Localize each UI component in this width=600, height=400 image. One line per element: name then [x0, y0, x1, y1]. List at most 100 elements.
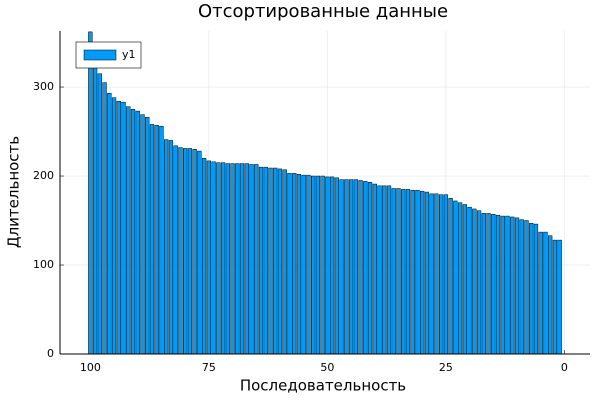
- bar: [92, 62, 98, 354]
- bar: [111, 97, 117, 354]
- bar: [159, 125, 164, 354]
- bar: [358, 180, 363, 354]
- bar: [476, 210, 482, 354]
- bar: [126, 106, 131, 354]
- bar: [116, 101, 121, 354]
- bar: [135, 110, 140, 354]
- y-tick-label: 200: [33, 169, 54, 182]
- bar: [472, 208, 477, 354]
- bar: [107, 93, 112, 354]
- bar: [410, 190, 415, 354]
- bar: [154, 125, 159, 354]
- bar: [164, 139, 169, 354]
- bar: [462, 204, 467, 354]
- y-tick-label: 0: [47, 347, 54, 360]
- bar: [415, 190, 420, 354]
- bar: [339, 179, 344, 354]
- chart-title: Отсортированные данные: [198, 1, 448, 22]
- bar: [443, 194, 449, 354]
- bar: [405, 189, 411, 354]
- x-tick-label: 75: [202, 361, 216, 374]
- bar: [206, 160, 212, 354]
- bar: [557, 239, 562, 354]
- bar: [438, 194, 444, 354]
- bar: [519, 219, 524, 354]
- bar: [249, 164, 254, 354]
- bar: [201, 157, 207, 354]
- bar: [178, 147, 183, 354]
- bar: [386, 185, 392, 354]
- bar: [130, 109, 136, 354]
- bar: [348, 179, 354, 354]
- x-axis-label: Последовательность: [240, 377, 406, 395]
- bar: [510, 216, 515, 354]
- bar: [97, 73, 102, 354]
- y-tick-label: 100: [33, 258, 54, 271]
- bar: [277, 168, 283, 354]
- x-tick-label: 0: [561, 361, 568, 374]
- bar: [533, 223, 539, 354]
- bar: [353, 179, 358, 354]
- bar: [173, 145, 178, 354]
- bar: [401, 189, 406, 354]
- bar: [258, 166, 264, 354]
- bar: [239, 163, 245, 354]
- bar: [377, 185, 382, 354]
- bar: [491, 214, 496, 354]
- bar: [211, 161, 216, 354]
- bar: [287, 173, 292, 354]
- bar: [453, 200, 458, 354]
- bar: [102, 82, 107, 354]
- bar: [344, 179, 349, 354]
- x-tick-label: 25: [439, 361, 453, 374]
- bar: [282, 169, 287, 354]
- bar: [467, 206, 472, 354]
- bar: [225, 163, 230, 354]
- bar: [145, 117, 150, 354]
- bar: [363, 181, 368, 354]
- bar: [448, 198, 453, 354]
- bar: [552, 239, 558, 354]
- bar: [296, 174, 302, 354]
- bar: [268, 167, 273, 354]
- bar: [292, 173, 297, 354]
- bar: [367, 182, 373, 354]
- bar: [391, 188, 396, 354]
- bar: [306, 174, 311, 354]
- bar: [273, 167, 278, 354]
- bar: [429, 193, 434, 354]
- bar: [372, 183, 377, 354]
- bar: [500, 215, 505, 354]
- bar: [183, 148, 188, 354]
- legend-swatch: [83, 49, 117, 61]
- bar: [420, 190, 425, 354]
- bar: [168, 140, 174, 354]
- bar: [301, 174, 306, 354]
- bar: [254, 164, 259, 354]
- bar: [192, 149, 197, 354]
- bar: [325, 176, 330, 354]
- bar: [244, 163, 249, 354]
- bar: [140, 114, 145, 354]
- bar: [543, 231, 548, 354]
- bars: [88, 31, 562, 354]
- bar: [334, 177, 339, 354]
- x-tick-label: 100: [80, 361, 101, 374]
- bar: [538, 231, 543, 354]
- bar: [529, 222, 534, 354]
- bar: [457, 202, 463, 354]
- bar: [481, 213, 486, 354]
- bar: [220, 162, 226, 354]
- bar: [514, 217, 520, 354]
- x-tick-label: 50: [320, 361, 334, 374]
- bar: [121, 101, 126, 354]
- bar: [320, 175, 325, 354]
- y-tick-label: 300: [33, 80, 54, 93]
- bar: [263, 166, 268, 354]
- bar: [495, 214, 501, 354]
- bar: [230, 163, 235, 354]
- bar: [235, 163, 240, 354]
- bar: [382, 185, 387, 354]
- bar: [486, 213, 491, 354]
- bar: [187, 148, 193, 354]
